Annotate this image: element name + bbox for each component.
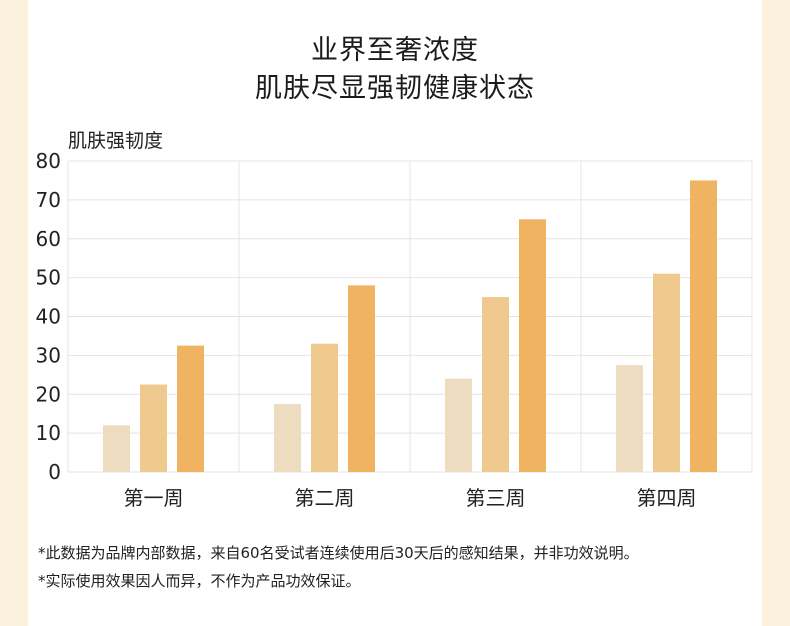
x-tick-label: 第一周 [124, 486, 184, 510]
y-tick-label: 10 [36, 421, 61, 445]
y-tick-label: 50 [36, 266, 61, 290]
y-tick-label: 0 [48, 460, 61, 484]
bar [274, 403, 301, 472]
bar [311, 343, 338, 472]
chart-title: 业界至奢浓度 [311, 35, 479, 66]
bar [445, 378, 472, 472]
bar [653, 273, 680, 472]
chart-subtitle: 肌肤尽显强韧健康状态 [255, 73, 535, 104]
y-axis-label: 肌肤强韧度 [68, 130, 164, 152]
bar [348, 285, 375, 472]
bar [140, 384, 167, 472]
bar [482, 297, 509, 472]
x-tick-label: 第二周 [295, 486, 355, 510]
y-tick-label: 20 [36, 382, 61, 406]
footnote-1: *此数据为品牌内部数据，来自60名受试者连续使用后30天后的感知结果，并非功效说… [38, 544, 639, 562]
y-tick-label: 70 [36, 188, 61, 212]
bar [616, 365, 643, 472]
bar [690, 180, 717, 472]
x-tick-label: 第四周 [637, 486, 697, 510]
bar [519, 219, 546, 472]
y-tick-label: 30 [36, 343, 61, 367]
y-tick-label: 40 [36, 305, 61, 329]
x-tick-label: 第三周 [466, 486, 526, 510]
y-tick-label: 60 [36, 227, 61, 251]
bar [103, 425, 130, 472]
footnote-2: *实际使用效果因人而异，不作为产品功效保证。 [38, 572, 361, 590]
y-tick-label: 80 [36, 149, 61, 173]
content-card [28, 0, 762, 626]
bar [177, 345, 204, 472]
